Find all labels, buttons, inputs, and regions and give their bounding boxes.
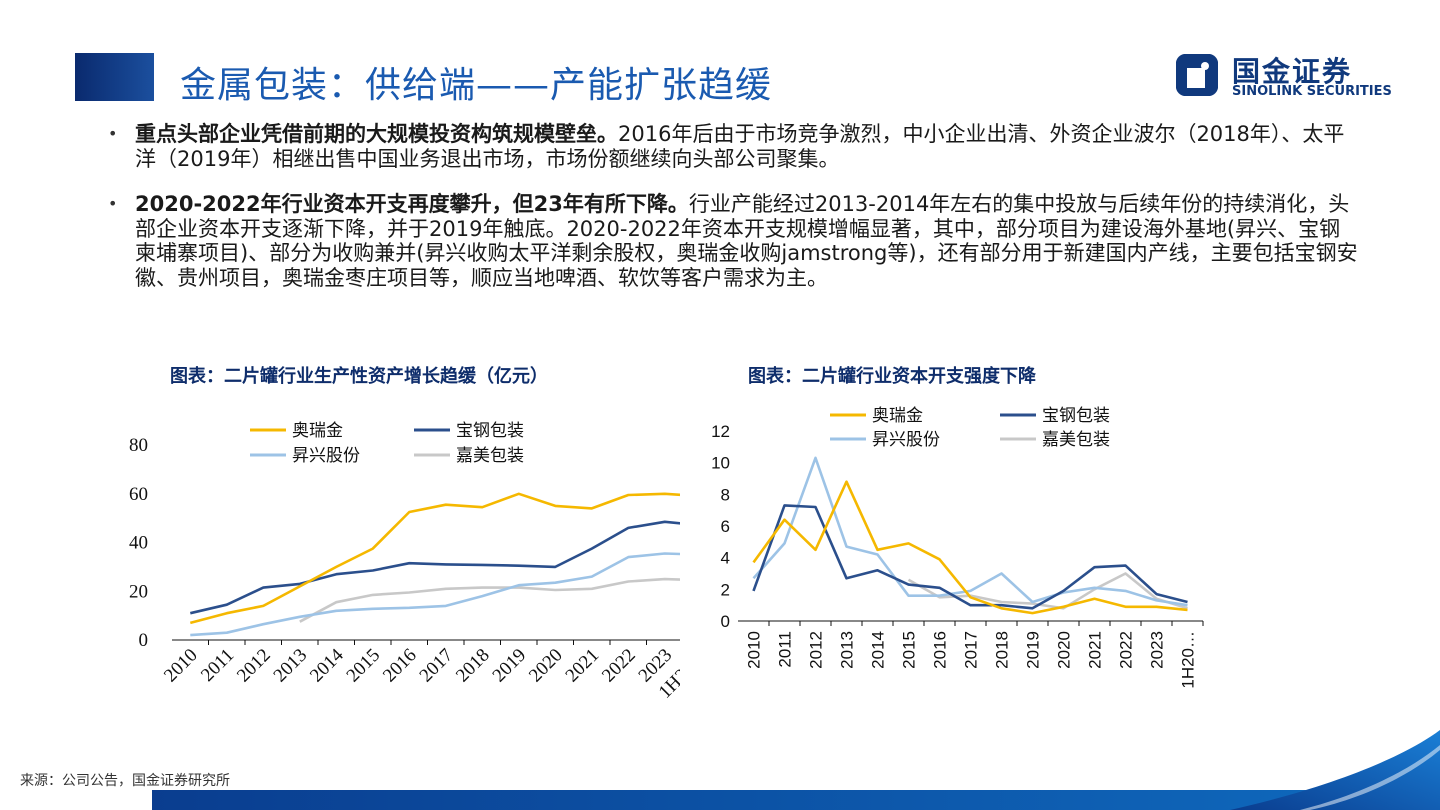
x-tick-label: 2011 xyxy=(776,631,795,668)
y-tick-label: 2 xyxy=(721,580,730,599)
legend-label: 奥瑞金 xyxy=(872,406,923,426)
x-tick-label: 2021 xyxy=(1086,631,1105,669)
x-tick-label: 2020 xyxy=(1055,631,1074,669)
x-tick-label: 2023 xyxy=(1148,631,1167,669)
y-tick-label: 12 xyxy=(711,422,730,441)
series-line xyxy=(189,492,680,625)
series-line xyxy=(752,456,1188,607)
y-tick-label: 0 xyxy=(721,612,730,631)
x-tick-label: 2015 xyxy=(900,631,919,669)
x-tick-label: 2012 xyxy=(807,631,826,669)
x-tick-label: 2022 xyxy=(598,645,640,687)
y-tick-label: 60 xyxy=(129,484,148,505)
logo-chinese-name: 国金证券 xyxy=(1232,55,1353,88)
legend-label: 嘉美包装 xyxy=(1042,430,1110,450)
x-tick-label: 2017 xyxy=(962,631,981,669)
legend-label: 奥瑞金 xyxy=(292,421,343,441)
company-logo: 国金证券 SINOLINK SECURITIES xyxy=(1170,48,1410,104)
y-tick-label: 10 xyxy=(711,454,730,473)
series-line xyxy=(907,572,1188,610)
logo-english-name: SINOLINK SECURITIES xyxy=(1232,84,1392,99)
bullet-body-text: 2016年后由于市场竞争激烈，中小企业出清、外资企业波尔（2018年）、太平洋（… xyxy=(135,122,1345,171)
x-tick-label: 2012 xyxy=(233,645,275,687)
bullet-list: • 重点头部企业凭借前期的大规模投资构筑规模壁垒。2016年后由于市场竞争激烈，… xyxy=(108,122,1358,311)
x-tick-label: 2011 xyxy=(197,645,238,686)
series-line xyxy=(190,520,680,615)
x-tick-label: 2010 xyxy=(745,631,764,669)
x-tick-label: 2015 xyxy=(343,645,385,687)
legend-label: 嘉美包装 xyxy=(456,446,524,466)
x-tick-label: 2018 xyxy=(452,645,494,687)
logo-mark-icon xyxy=(1176,54,1218,96)
title-accent-block xyxy=(75,53,154,101)
y-tick-label: 0 xyxy=(139,630,149,651)
x-tick-label: 2020 xyxy=(525,645,567,687)
x-tick-label: 1H20… xyxy=(1179,631,1198,689)
y-tick-label: 4 xyxy=(721,549,730,568)
y-tick-label: 8 xyxy=(721,485,730,504)
series-line xyxy=(299,577,680,623)
x-tick-label: 2010 xyxy=(160,645,202,687)
x-tick-label: 2018 xyxy=(993,631,1012,669)
chart-2-capex-intensity: 0 2 4 6 8 10 12 2010 2011 2012 2013 2014 2015 2016 201… xyxy=(711,406,1204,689)
x-tick-label: 2019 xyxy=(489,645,531,687)
x-tick-label: 2013 xyxy=(270,645,312,687)
legend-label: 昇兴股份 xyxy=(292,446,360,466)
legend-label: 宝钢包装 xyxy=(1042,406,1110,426)
x-tick-label: 2021 xyxy=(562,645,604,687)
bullet-body-text: 行业产能经过2013-2014年左右的集中投放与后续年份的持续消化，头部企业资本… xyxy=(135,192,1358,290)
page-title: 金属包装：供给端——产能扩张趋缓 xyxy=(180,65,773,106)
bullet-item: • 重点头部企业凭借前期的大规模投资构筑规模壁垒。2016年后由于市场竞争激烈，… xyxy=(108,122,1358,171)
y-tick-label: 20 xyxy=(129,581,148,602)
x-tick-label: 2019 xyxy=(1024,631,1043,669)
chart-1-title: 图表：二片罐行业生产性资产增长趋缓（亿元） xyxy=(170,366,548,387)
x-tick-label: 2017 xyxy=(416,645,458,687)
y-tick-label: 40 xyxy=(129,533,148,554)
bullet-dot-icon: • xyxy=(108,124,118,143)
y-tick-label: 80 xyxy=(129,435,148,456)
x-tick-label: 2016 xyxy=(379,645,421,687)
legend-label: 昇兴股份 xyxy=(872,430,940,450)
series-line xyxy=(190,552,680,637)
x-tick-label: 2014 xyxy=(306,644,348,686)
bullet-bold-text: 重点头部企业凭借前期的大规模投资构筑规模壁垒。 xyxy=(135,122,618,146)
x-tick-label: 2016 xyxy=(931,631,950,669)
source-note: 来源：公司公告，国金证券研究所 xyxy=(20,773,230,789)
x-tick-label: 2022 xyxy=(1117,631,1136,669)
series-line xyxy=(752,480,1188,615)
x-tick-label: 2013 xyxy=(838,631,857,669)
series-line xyxy=(752,504,1188,610)
bullet-dot-icon: • xyxy=(108,194,118,213)
chart-1-productive-assets: 0204060802010201120122013201420152016201… xyxy=(129,421,680,703)
legend-label: 宝钢包装 xyxy=(456,421,524,441)
bullet-bold-text: 2020-2022年行业资本开支再度攀升，但23年有所下降。 xyxy=(135,192,689,216)
bullet-item: • 2020-2022年行业资本开支再度攀升，但23年有所下降。行业产能经过20… xyxy=(108,192,1358,290)
y-tick-label: 6 xyxy=(721,517,730,536)
x-tick-label: 2014 xyxy=(869,631,888,669)
chart-2-title: 图表：二片罐行业资本开支强度下降 xyxy=(748,366,1036,387)
